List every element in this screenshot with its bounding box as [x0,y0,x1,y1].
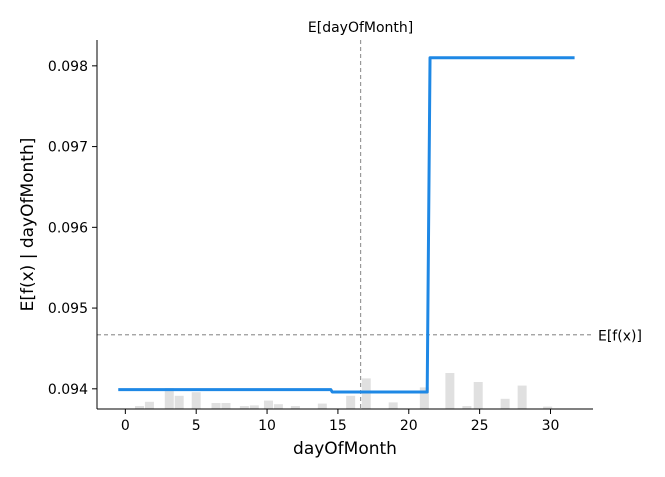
histogram-bar [174,395,184,409]
histogram-bar [445,373,455,409]
reference-lines [97,40,593,409]
y-tick-label: 0.095 [48,301,88,317]
histogram-bar [239,406,249,409]
x-tick-label: 10 [258,418,276,434]
histogram-bar [191,392,201,409]
histogram-bar [500,398,510,409]
x-tick-label: 15 [329,418,347,434]
expected-y-label: E[f(x)] [598,329,642,345]
histogram-bar [317,403,327,409]
axes: 0 5 10 15 20 25 30 0.094 0.095 0.096 0.097 0.098 [48,40,593,434]
histogram-bar [543,406,553,409]
y-tick-label: 0.098 [48,59,88,75]
histogram-bar [473,382,483,409]
x-tick-label: 0 [121,418,130,434]
series-lines [118,56,575,394]
histogram-bar [144,401,154,409]
series-line [118,56,575,394]
histogram-bar [249,405,259,409]
histogram [135,373,553,409]
histogram-bar [273,404,283,409]
y-tick-label: 0.096 [48,220,88,236]
histogram-bar [135,406,145,409]
histogram-bar [462,406,472,409]
histogram-bar [221,403,231,409]
y-tick-label: 0.094 [48,382,88,398]
histogram-bar [211,403,221,409]
x-axis-label: dayOfMonth [293,439,397,459]
y-tick-label: 0.097 [48,140,88,156]
histogram-bar [346,395,356,409]
histogram-bar [517,385,527,409]
histogram-bar [361,378,371,409]
histogram-bar [419,387,429,409]
histogram-bar [388,402,398,409]
x-tick-label: 30 [542,418,560,434]
histogram-bar [263,400,273,409]
expected-x-label: E[dayOfMonth] [308,20,413,36]
x-tick-label: 20 [400,418,418,434]
histogram-bar [164,388,174,409]
x-tick-label: 25 [471,418,489,434]
y-axis-label: E[f(x) | dayOfMonth] [18,138,38,312]
histogram-bar [290,406,300,409]
x-tick-label: 5 [192,418,201,434]
